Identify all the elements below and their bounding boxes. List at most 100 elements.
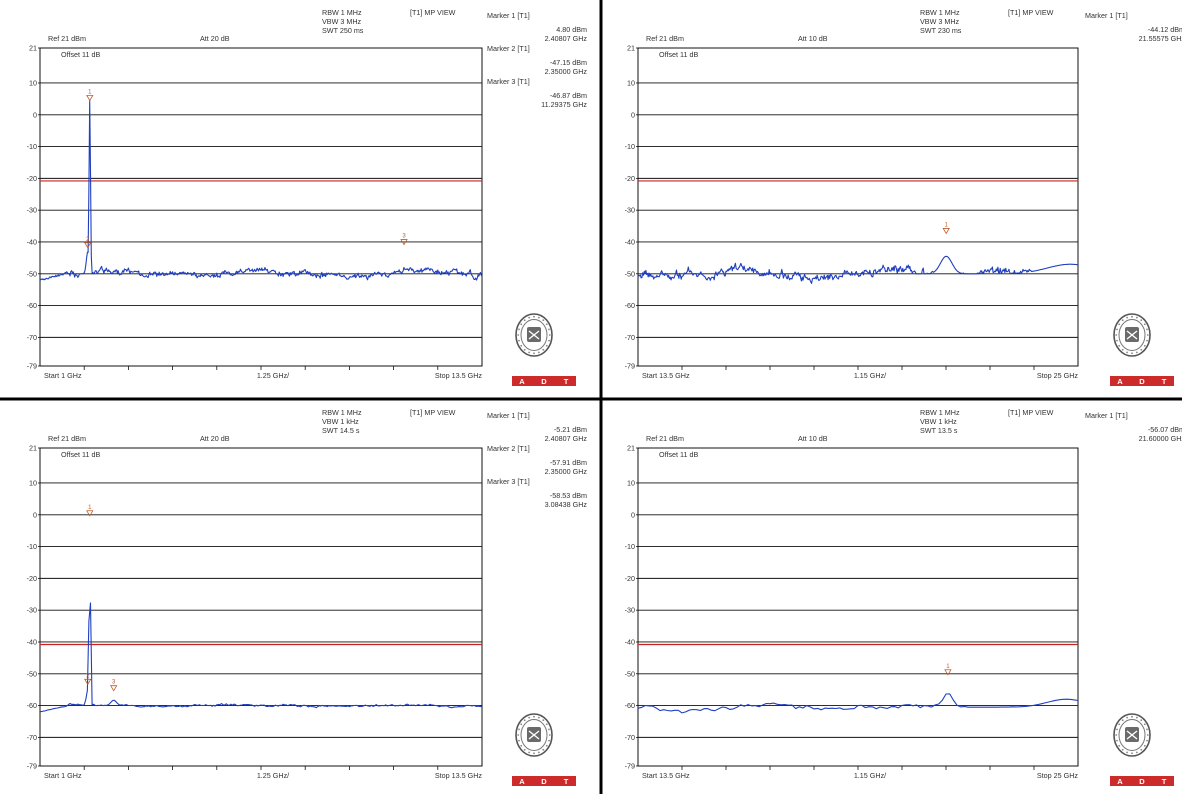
certification-seal-icon <box>1113 713 1151 757</box>
y-tick-label: -10 <box>625 142 635 151</box>
attenuation-label: Att 10 dB <box>798 434 828 443</box>
marker-number: 1 <box>946 664 950 670</box>
attenuation-label: Att 20 dB <box>200 434 230 443</box>
plot-frame <box>39 447 483 767</box>
y-tick-label: 21 <box>627 444 635 453</box>
y-tick-label: 0 <box>33 510 37 519</box>
x-stop-label: Stop 25 GHz <box>1037 371 1079 380</box>
marker-symbol <box>86 95 94 102</box>
x-start-label: Start 13.5 GHz <box>642 371 690 380</box>
sweep-setting-label: VBW 1 kHz <box>322 417 359 426</box>
y-tick-label: -79 <box>625 762 635 771</box>
y-tick-label: -40 <box>27 237 37 246</box>
y-tick-label: -30 <box>27 206 37 215</box>
x-div-label: 1.15 GHz/ <box>854 371 886 380</box>
marker-readout-level: -5.21 dBm <box>554 425 587 434</box>
marker-symbol <box>109 685 118 692</box>
spectrum-trace <box>40 602 482 713</box>
marker-number: 2 <box>86 237 90 243</box>
x-start-label: Start 1 GHz <box>44 771 82 780</box>
y-tick-label: -10 <box>27 142 37 151</box>
y-tick-label: 10 <box>627 78 635 87</box>
y-tick-label: 0 <box>631 110 635 119</box>
marker-number: 3 <box>112 680 116 686</box>
marker-readout-freq: 2.40807 GHz <box>545 434 588 443</box>
y-tick-label: -79 <box>625 362 635 371</box>
y-tick-label: 10 <box>29 478 37 487</box>
adt-logo-letter: D <box>1139 777 1145 786</box>
plot-frame <box>637 47 1079 367</box>
marker-readout-freq: 2.35000 GHz <box>545 467 588 476</box>
offset-label: Offset 11 dB <box>659 50 698 59</box>
marker-number: 2 <box>86 673 90 679</box>
y-tick-label: 21 <box>29 444 37 453</box>
y-tick-label: 0 <box>631 510 635 519</box>
attenuation-label: Att 20 dB <box>200 34 230 43</box>
marker-readout-level: 4.80 dBm <box>556 25 587 34</box>
y-tick-label: 21 <box>29 44 37 53</box>
adt-logo-letter: A <box>519 777 525 786</box>
marker-number: 1 <box>945 222 949 228</box>
marker-readout-freq: 21.55575 GHz <box>1139 34 1182 43</box>
marker-readout-name: Marker 3 [T1] <box>487 77 530 86</box>
x-div-label: 1.25 GHz/ <box>257 771 289 780</box>
ref-level-label: Ref 21 dBm <box>48 434 86 443</box>
attenuation-label: Att 10 dB <box>798 34 828 43</box>
sweep-setting-label: VBW 3 MHz <box>920 17 960 26</box>
sweep-setting-label: SWT 230 ms <box>920 26 962 35</box>
marker-number: 3 <box>402 234 406 240</box>
marker-readout-level: -44.12 dBm <box>1148 25 1182 34</box>
y-tick-label: -50 <box>27 669 37 678</box>
y-tick-label: 10 <box>627 478 635 487</box>
marker-symbol <box>84 242 92 249</box>
marker-readout-level: -56.07 dBm <box>1148 425 1182 434</box>
y-tick-label: -50 <box>625 269 635 278</box>
y-tick-label: -70 <box>27 333 37 342</box>
sweep-setting-label: RBW 1 MHz <box>322 408 362 417</box>
y-tick-label: -20 <box>27 574 37 583</box>
y-tick-label: -50 <box>625 669 635 678</box>
y-tick-label: -70 <box>625 333 635 342</box>
offset-label: Offset 11 dB <box>61 50 100 59</box>
y-tick-label: -20 <box>27 174 37 183</box>
offset-label: Offset 11 dB <box>659 450 698 459</box>
y-tick-label: -70 <box>27 733 37 742</box>
marker-readout-freq: 2.35000 GHz <box>545 67 588 76</box>
sweep-setting-label: SWT 13.5 s <box>920 426 958 435</box>
marker-readout-name: Marker 1 [T1] <box>487 411 530 420</box>
marker-symbol <box>86 510 94 517</box>
adt-logo-letter: A <box>519 377 525 386</box>
spectrum-trace <box>637 693 1079 714</box>
marker-readout-name: Marker 1 [T1] <box>487 11 530 20</box>
y-tick-label: -60 <box>27 701 37 710</box>
marker-number: 1 <box>88 90 92 96</box>
y-tick-label: 21 <box>627 44 635 53</box>
certification-seal-icon <box>515 313 553 357</box>
marker-symbol <box>84 678 92 686</box>
adt-logo-letter: T <box>1162 377 1167 386</box>
marker-readout-freq: 2.40807 GHz <box>545 34 588 43</box>
adt-logo-letter: D <box>541 377 547 386</box>
y-tick-label: -20 <box>625 174 635 183</box>
marker-readout-level: -57.91 dBm <box>550 458 587 467</box>
y-tick-label: 0 <box>33 110 37 119</box>
sweep-setting-label: RBW 1 MHz <box>920 408 960 417</box>
plot-frame <box>637 447 1079 767</box>
x-start-label: Start 1 GHz <box>44 371 82 380</box>
y-tick-label: -60 <box>625 701 635 710</box>
adt-logo-letter: T <box>564 777 569 786</box>
marker-readout-name: Marker 1 [T1] <box>1085 11 1128 20</box>
sweep-setting-label: RBW 1 MHz <box>920 8 960 17</box>
y-tick-label: -60 <box>625 301 635 310</box>
adt-logo-letter: T <box>564 377 569 386</box>
y-tick-label: -40 <box>27 637 37 646</box>
marker-readout-name: Marker 2 [T1] <box>487 444 530 453</box>
y-tick-label: -70 <box>625 733 635 742</box>
y-tick-label: -40 <box>625 637 635 646</box>
